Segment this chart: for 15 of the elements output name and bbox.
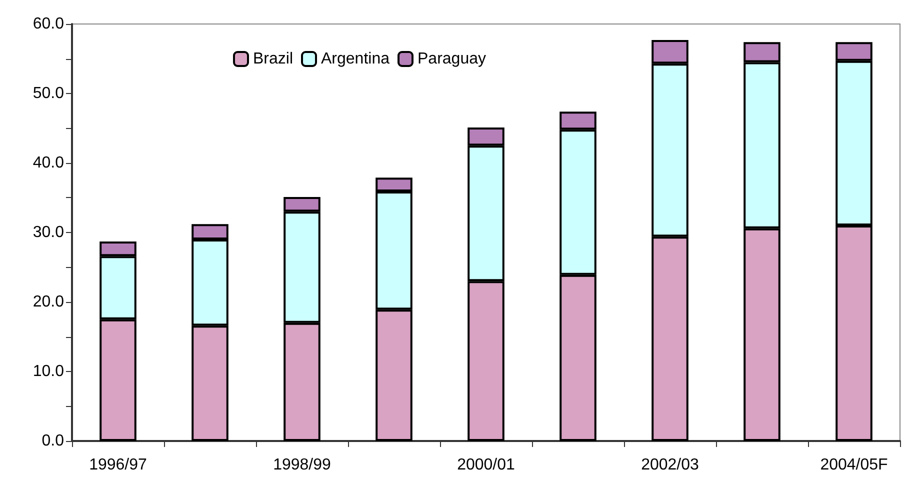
y-tick-label: 0.0	[42, 432, 64, 450]
x-tick-label: 2000/01	[457, 456, 516, 474]
y-tick-label: 30.0	[32, 224, 64, 241]
x-tick-label: 2002/03	[641, 456, 700, 474]
y-tick-label: 50.0	[32, 85, 64, 102]
x-tick-label: 1998/99	[273, 456, 332, 474]
y-tick-label: 40.0	[32, 154, 64, 172]
y-tick-label: 60.0	[32, 16, 64, 32]
y-tick-label: 10.0	[32, 363, 64, 380]
legend-label: Argentina	[321, 50, 390, 68]
legend-label: Paraguay	[418, 50, 486, 68]
x-tick-label: 1996/97	[89, 456, 148, 474]
x-tick-label: 2004/05F	[820, 456, 888, 474]
y-tick-label: 20.0	[32, 294, 64, 310]
legend-label: Brazil	[253, 50, 294, 68]
